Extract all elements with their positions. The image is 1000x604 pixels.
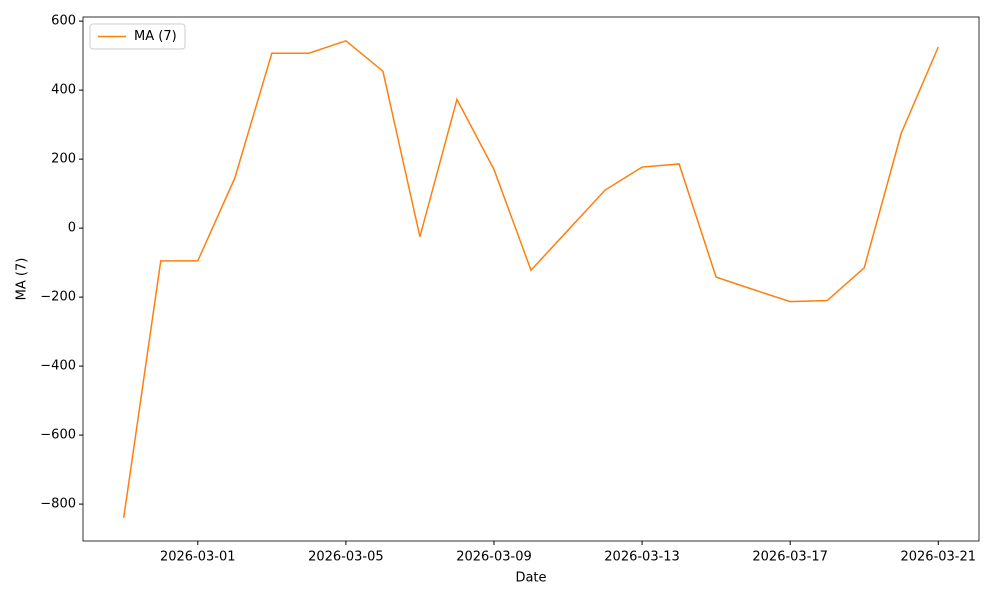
x-tick-label: 2026-03-13 bbox=[604, 550, 680, 565]
x-tick-label: 2026-03-17 bbox=[752, 550, 828, 565]
legend-box bbox=[89, 23, 186, 50]
plot-frame bbox=[82, 16, 980, 542]
x-tick-label: 2026-03-09 bbox=[456, 550, 532, 565]
y-tick-label: 400 bbox=[51, 83, 76, 98]
y-tick-label: 0 bbox=[68, 221, 76, 236]
y-tick-label: −200 bbox=[40, 290, 76, 305]
line bbox=[122, 39, 939, 518]
x-axis-label: Date bbox=[515, 571, 546, 586]
x-tick-label: 2026-03-05 bbox=[308, 550, 384, 565]
x-tick-label: 2026-03-01 bbox=[160, 550, 236, 565]
y-tick-label: −600 bbox=[40, 428, 76, 443]
legend-label: MA (7) bbox=[134, 29, 177, 44]
y-axis-label: MA (7) bbox=[15, 258, 30, 301]
x-tick-label: 2026-03-21 bbox=[900, 550, 976, 565]
y-tick-label: 600 bbox=[51, 14, 76, 29]
y-tick-label: −400 bbox=[40, 359, 76, 374]
y-tick-label: −800 bbox=[40, 497, 76, 512]
y-tick-label: 200 bbox=[51, 152, 76, 167]
